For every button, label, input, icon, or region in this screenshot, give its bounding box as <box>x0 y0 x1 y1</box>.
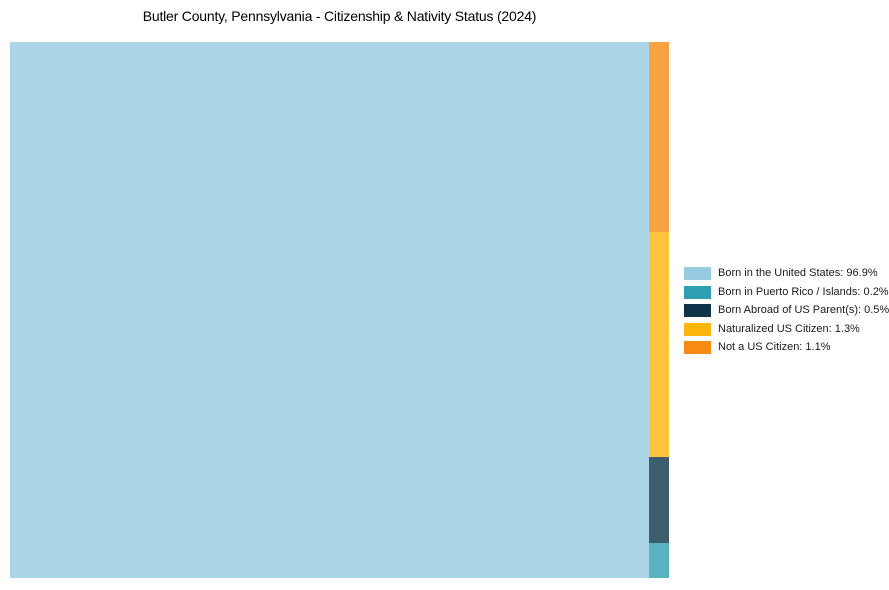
treemap-minor-column <box>648 42 669 578</box>
legend-item-not-a-us-citizen: Not a US Citizen: 1.1% <box>684 341 889 354</box>
treemap-rect-born-in-puerto-rico-islands <box>648 543 669 578</box>
legend-swatch-born-abroad-of-us-parent-s <box>684 304 711 317</box>
legend-item-naturalized-us-citizen: Naturalized US Citizen: 1.3% <box>684 322 889 336</box>
legend-swatch-born-in-the-united-states <box>684 267 711 280</box>
legend-item-born-in-the-united-states: Born in the United States: 96.9% <box>684 267 889 280</box>
legend-label-naturalized-us-citizen: Naturalized US Citizen: 1.3% <box>718 322 860 335</box>
legend-label-born-abroad-of-us-parent-s: Born Abroad of US Parent(s): 0.5% <box>718 304 889 316</box>
treemap-rect-naturalized-us-citizen <box>648 232 669 457</box>
legend-swatch-born-in-puerto-rico-islands <box>684 285 711 299</box>
legend-label-not-a-us-citizen: Not a US Citizen: 1.1% <box>718 341 831 353</box>
legend-swatch-not-a-us-citizen <box>684 341 711 354</box>
treemap-rect-not-a-us-citizen <box>648 42 669 233</box>
legend-swatch-naturalized-us-citizen <box>684 322 711 336</box>
legend-item-born-in-puerto-rico-islands: Born in Puerto Rico / Islands: 0.2% <box>684 285 889 299</box>
treemap-rect-born-in-the-united-states <box>10 42 649 578</box>
treemap-rect-born-abroad-of-us-parent-s <box>648 456 669 544</box>
legend-label-born-in-puerto-rico-islands: Born in Puerto Rico / Islands: 0.2% <box>718 285 889 298</box>
chart-title: Butler County, Pennsylvania - Citizenshi… <box>142 8 537 24</box>
legend: Born in the United States: 96.9% Born in … <box>684 267 889 354</box>
legend-item-born-abroad-of-us-parent-s: Born Abroad of US Parent(s): 0.5% <box>684 304 889 317</box>
treemap <box>10 42 669 578</box>
legend-label-born-in-the-united-states: Born in the United States: 96.9% <box>718 267 878 279</box>
